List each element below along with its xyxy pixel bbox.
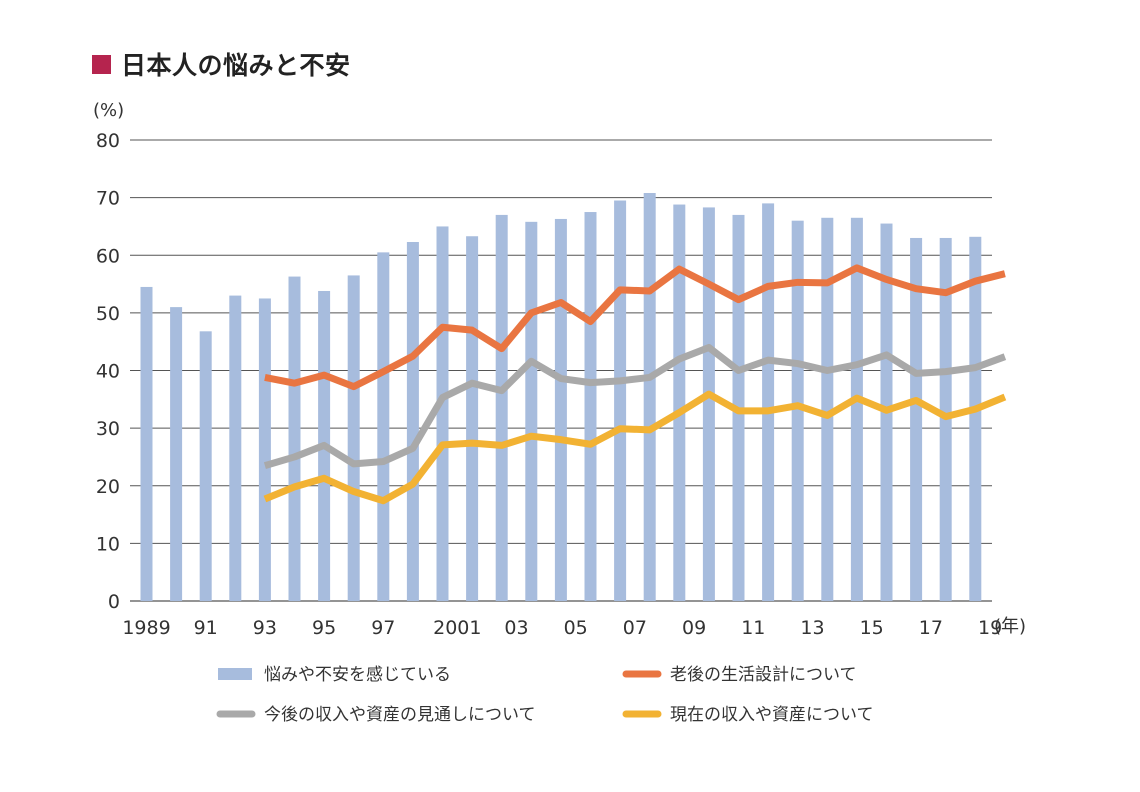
bar: [910, 237, 923, 601]
y-tick-label: 70: [96, 188, 120, 210]
y-tick-label: 10: [96, 533, 120, 555]
x-tick-label: 91: [194, 617, 218, 639]
x-tick-label: 95: [312, 617, 336, 639]
x-tick-label: 13: [800, 617, 824, 639]
line-series-1: [264, 264, 1006, 391]
bar: [140, 286, 153, 601]
x-tick-label: 07: [623, 617, 647, 639]
y-tick-label: 40: [96, 361, 120, 383]
line-series-3: [263, 390, 1007, 505]
legend-label: 悩みや不安を感じている: [264, 665, 451, 685]
y-tick-label: 50: [96, 303, 120, 325]
legend-label: 老後の生活設計について: [670, 665, 857, 685]
bar: [850, 217, 863, 601]
bar: [584, 212, 597, 601]
bar: [525, 221, 538, 601]
bar: [258, 298, 271, 601]
bar: [969, 236, 982, 601]
bar: [554, 218, 567, 602]
x-tick-label: 2001: [433, 617, 481, 639]
x-tick-label: 09: [682, 617, 706, 639]
line-series-2: [263, 343, 1007, 469]
bar: [199, 331, 212, 601]
bar: [702, 207, 715, 601]
x-tick-label: 03: [504, 617, 528, 639]
x-axis-unit: (年): [994, 616, 1026, 637]
y-axis-unit: (%): [93, 100, 124, 121]
y-tick-label: 20: [96, 476, 120, 498]
legend-label: 現在の収入や資産について: [670, 705, 874, 725]
bar: [466, 236, 479, 601]
bar: [821, 217, 834, 601]
bar: [406, 241, 419, 601]
x-tick-label: 11: [741, 617, 765, 639]
x-tick-label: 15: [860, 617, 884, 639]
y-tick-label: 0: [108, 591, 120, 613]
x-tick-label: 19: [978, 617, 1002, 639]
bar: [377, 252, 390, 601]
bar: [791, 220, 804, 602]
bar: [495, 214, 508, 601]
title-square-icon: [92, 54, 111, 74]
chart-title: 日本人の悩みと不安: [121, 51, 351, 80]
x-tick-label: 05: [564, 617, 588, 639]
x-tick-label: 97: [371, 617, 395, 639]
x-tick-label: 93: [253, 617, 277, 639]
legend-label: 今後の収入や資産の見通しについて: [264, 705, 536, 725]
bar: [288, 276, 301, 601]
x-tick-label: 17: [919, 617, 943, 639]
y-tick-label: 80: [96, 130, 120, 152]
y-tick-label: 30: [96, 418, 120, 440]
bar: [673, 204, 686, 602]
chart-title-block: 日本人の悩みと不安: [92, 46, 351, 82]
bar: [436, 226, 449, 601]
bar: [229, 295, 242, 601]
y-tick-label: 60: [96, 245, 120, 267]
bar: [347, 275, 360, 601]
x-tick-label: 1989: [122, 617, 170, 639]
bar: [643, 193, 656, 601]
bar: [762, 203, 775, 601]
bar: [170, 307, 183, 601]
bar: [614, 200, 627, 601]
legend-swatch-bar: [218, 668, 252, 680]
